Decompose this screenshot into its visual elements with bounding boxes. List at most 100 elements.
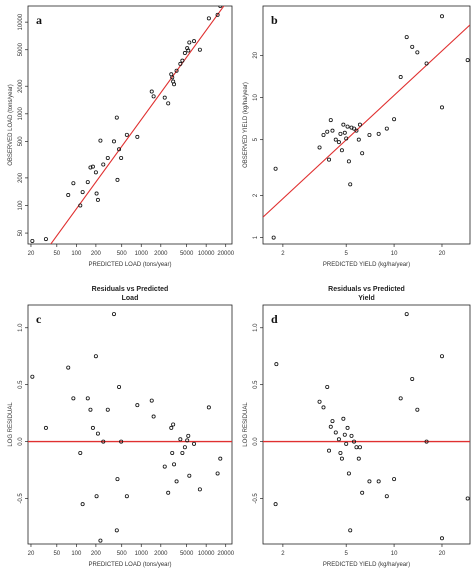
data-point	[172, 462, 177, 467]
data-point	[356, 137, 361, 142]
x-tick-label: 2000	[154, 251, 168, 257]
y-tick-label: 1.0	[253, 323, 259, 332]
data-point	[352, 439, 357, 444]
data-point	[149, 398, 154, 403]
data-point	[327, 448, 332, 453]
data-point	[398, 396, 403, 401]
x-axis-label: PREDICTED LOAD (tons/year)	[88, 262, 171, 268]
data-point	[325, 129, 330, 134]
data-point	[115, 177, 120, 182]
data-point	[218, 6, 223, 8]
y-tick-label: 2	[253, 193, 259, 197]
data-point	[124, 132, 129, 137]
x-tick-label: 500	[117, 551, 128, 557]
data-point	[356, 456, 361, 461]
data-point	[192, 441, 197, 446]
plot-frame	[262, 5, 471, 245]
y-tick-label: 500	[18, 136, 24, 147]
data-point	[349, 433, 354, 438]
data-point	[117, 147, 122, 152]
data-point	[330, 128, 335, 133]
panel-letter: d	[271, 312, 278, 326]
x-tick-label: 20	[439, 551, 446, 557]
data-point	[178, 61, 183, 66]
data-point	[182, 51, 187, 56]
data-point	[170, 450, 175, 455]
data-point	[328, 424, 333, 429]
panel-a: 20 50 100 200 500 1000 2000 5000 10000 2000050100…	[8, 5, 235, 268]
data-point	[166, 101, 171, 106]
data-point	[384, 494, 389, 499]
data-point	[180, 450, 185, 455]
data-point	[218, 456, 223, 461]
data-point	[338, 450, 343, 455]
data-point	[105, 155, 110, 160]
y-tick-label: 0.0	[18, 437, 24, 446]
data-point	[43, 425, 48, 430]
data-point	[88, 165, 93, 170]
data-point	[162, 464, 167, 469]
y-axis-label: LOG RESIDUAL	[243, 402, 249, 447]
panel-letter: b	[271, 13, 278, 27]
data-point	[376, 131, 381, 136]
data-point	[367, 132, 372, 137]
data-point	[187, 473, 192, 478]
data-point	[101, 162, 106, 167]
data-point	[398, 75, 403, 80]
data-point	[98, 138, 103, 143]
y-tick-label: 5000	[18, 42, 24, 56]
data-point	[410, 376, 415, 381]
data-point	[174, 479, 179, 484]
data-point	[94, 191, 99, 196]
data-point	[341, 416, 346, 421]
panel-b: 2 5 10 20 1 2 5 10 20 PREDICTED YIELD (kg/ha/year…	[243, 5, 471, 268]
data-point	[321, 132, 326, 137]
data-point	[339, 456, 344, 461]
data-point	[95, 197, 100, 202]
data-point	[149, 89, 154, 94]
data-point	[187, 40, 192, 45]
data-point	[98, 538, 103, 543]
data-point	[166, 490, 171, 495]
data-point	[338, 131, 343, 136]
x-tick-label: 1000	[135, 251, 149, 257]
data-point	[93, 354, 98, 359]
y-tick-label: 50	[18, 229, 24, 236]
data-point	[333, 430, 338, 435]
x-axis-label: PREDICTED LOAD (tons/year)	[88, 562, 171, 568]
data-point	[404, 312, 409, 317]
y-tick-label: 5	[253, 137, 259, 141]
data-point	[357, 445, 362, 450]
data-point	[174, 68, 179, 73]
y-tick-label: 1	[253, 235, 259, 239]
data-point	[119, 439, 124, 444]
panel-c: 20 50 100 200 500 1000 2000 5000 10000 20000 -0.5 0…	[8, 286, 235, 568]
x-tick-label: 500	[117, 251, 128, 257]
data-point	[66, 365, 71, 370]
y-tick-label: -0.5	[18, 493, 24, 504]
data-point	[162, 95, 167, 100]
data-point	[78, 450, 83, 455]
data-point	[78, 203, 83, 208]
data-point	[169, 425, 174, 430]
plot-frame	[27, 304, 233, 545]
x-tick-label: 20	[28, 551, 35, 557]
data-point	[71, 181, 76, 186]
data-point	[410, 44, 415, 49]
x-tick-label: 2	[281, 551, 285, 557]
data-point	[336, 140, 341, 145]
data-point	[119, 155, 124, 160]
data-point	[367, 479, 372, 484]
data-point	[424, 439, 429, 444]
data-point	[215, 12, 220, 17]
data-point	[105, 407, 110, 412]
data-point	[327, 157, 332, 162]
x-tick-label: 20000	[217, 251, 234, 257]
data-point	[346, 159, 351, 164]
x-tick-label: 20	[28, 251, 35, 257]
data-point	[197, 487, 202, 492]
data-point	[328, 118, 333, 123]
data-point	[124, 494, 129, 499]
data-point	[404, 35, 409, 40]
